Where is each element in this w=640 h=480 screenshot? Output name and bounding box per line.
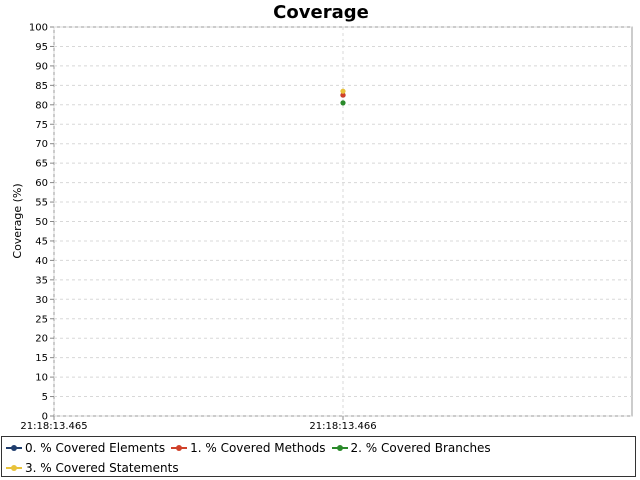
y-tick-label: 15	[35, 353, 48, 364]
y-tick-label: 70	[35, 139, 48, 150]
y-tick-label: 80	[35, 100, 48, 111]
y-tick-label: 90	[35, 61, 48, 72]
y-tick-label: 55	[35, 198, 48, 209]
y-tick-label: 65	[35, 159, 48, 170]
y-tick-label: 30	[35, 295, 48, 306]
grid	[53, 26, 632, 417]
y-tick-label: 75	[35, 120, 48, 131]
legend-swatch-icon	[171, 443, 188, 453]
legend-row: 3. % Covered Statements	[6, 459, 185, 477]
y-tick-label: 45	[35, 236, 48, 247]
y-tick-label: 25	[35, 314, 48, 325]
legend-label: 3. % Covered Statements	[25, 461, 179, 475]
data-point	[340, 100, 346, 106]
x-tick-label: 21:18:13.465	[20, 421, 87, 432]
y-tick-label: 10	[35, 373, 48, 384]
legend-item-branches: 2. % Covered Branches	[331, 441, 491, 455]
legend-swatch-icon	[6, 443, 22, 453]
y-tick-label: 60	[35, 178, 48, 189]
legend-swatch-icon	[331, 443, 348, 453]
chart: Coverage Coverage (%) 0 5 10 15 20 25 30 35 40 45…	[11, 2, 633, 432]
data-points	[340, 88, 346, 106]
y-tick-label: 35	[35, 275, 48, 286]
y-tick-label: 95	[35, 42, 48, 53]
y-tick-label: 40	[35, 256, 48, 267]
x-tick-label: 21:18:13.466	[309, 421, 376, 432]
legend-item-elements: 0. % Covered Elements	[6, 441, 165, 455]
data-point	[340, 92, 346, 98]
y-tick-label: 20	[35, 334, 48, 345]
y-tick-label: 50	[35, 217, 48, 228]
legend: 0. % Covered Elements 1. % Covered Metho…	[1, 436, 636, 477]
y-tick-label: 85	[35, 81, 48, 92]
legend-label: 1. % Covered Methods	[190, 441, 326, 455]
legend-label: 2. % Covered Branches	[350, 441, 491, 455]
data-point	[340, 88, 346, 94]
y-tick-label: 0	[42, 412, 48, 423]
legend-item-methods: 1. % Covered Methods	[171, 441, 326, 455]
legend-swatch-icon	[6, 463, 22, 473]
x-axis-ticks: 21:18:13.465 21:18:13.466	[20, 416, 377, 432]
y-tick-label: 5	[42, 392, 48, 403]
legend-item-statements: 3. % Covered Statements	[6, 461, 179, 475]
legend-label: 0. % Covered Elements	[25, 441, 166, 455]
y-tick-label: 100	[29, 23, 48, 34]
y-axis-ticks: 0 5 10 15 20 25 30 35 40 45 50 55 60 65 70 75 80 85 90 95 10…	[29, 23, 54, 423]
chart-title: Coverage	[273, 2, 369, 23]
legend-row: 0. % Covered Elements 1. % Covered Metho…	[6, 439, 497, 457]
y-axis-label: Coverage (%)	[11, 183, 24, 258]
